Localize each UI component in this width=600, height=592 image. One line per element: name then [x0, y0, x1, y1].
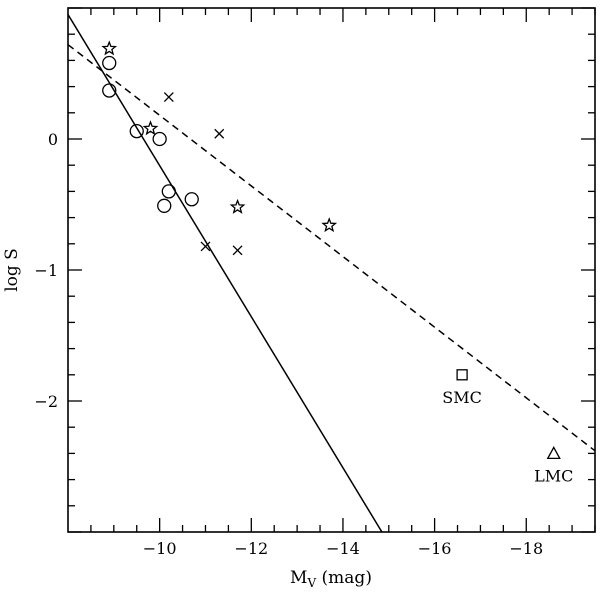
circle-marker: [102, 83, 117, 98]
x-tick-label: −18: [509, 539, 543, 558]
dashed-fit-line: [68, 44, 595, 452]
x-tick-label: −14: [326, 539, 360, 558]
circle-marker: [102, 55, 117, 71]
fit-lines-layer: [68, 14, 595, 532]
triangle-marker: [546, 446, 561, 460]
solid-fit-line: [68, 14, 383, 532]
annotations-layer: SMC LMC: [442, 388, 573, 486]
y-tick-label: −2: [34, 392, 58, 411]
cross-marker: [163, 92, 174, 103]
x-axis-label-sub: V: [306, 576, 316, 590]
data-points-layer: [101, 40, 561, 460]
x-axis-label-main: M: [290, 568, 307, 588]
star-marker: [229, 198, 246, 214]
cross-marker: [214, 128, 225, 139]
y-tick-label: −1: [34, 261, 58, 280]
x-tick-label: −16: [418, 539, 452, 558]
cross-marker-stroke: [214, 128, 225, 139]
y-tick-label: 0: [48, 130, 58, 149]
x-tick-label: −12: [234, 539, 268, 558]
x-tick-label: −10: [143, 539, 177, 558]
circle-marker: [152, 131, 167, 147]
square-marker: [456, 369, 468, 381]
cross-marker-stroke: [200, 241, 211, 252]
annotation-smc: SMC: [442, 388, 482, 407]
y-axis-label: log S: [2, 248, 22, 292]
cross-marker-stroke: [232, 245, 243, 256]
circle-marker: [157, 198, 172, 213]
ticks-layer: −10 −12 −14 −16 −18 0 −1 −2: [34, 7, 596, 558]
annotation-lmc: LMC: [534, 466, 573, 485]
star-marker: [321, 217, 338, 233]
cross-marker: [232, 245, 243, 256]
circle-marker: [129, 123, 144, 139]
cross-marker-stroke: [163, 92, 174, 103]
plot-frame: [67, 7, 596, 533]
star-marker: [142, 120, 159, 136]
circle-marker: [184, 192, 199, 207]
circle-marker: [161, 184, 176, 199]
x-axis-label-unit: (mag): [316, 568, 372, 588]
x-axis-label: MV (mag): [290, 568, 372, 590]
star-marker: [101, 40, 118, 56]
cross-marker: [200, 241, 211, 252]
